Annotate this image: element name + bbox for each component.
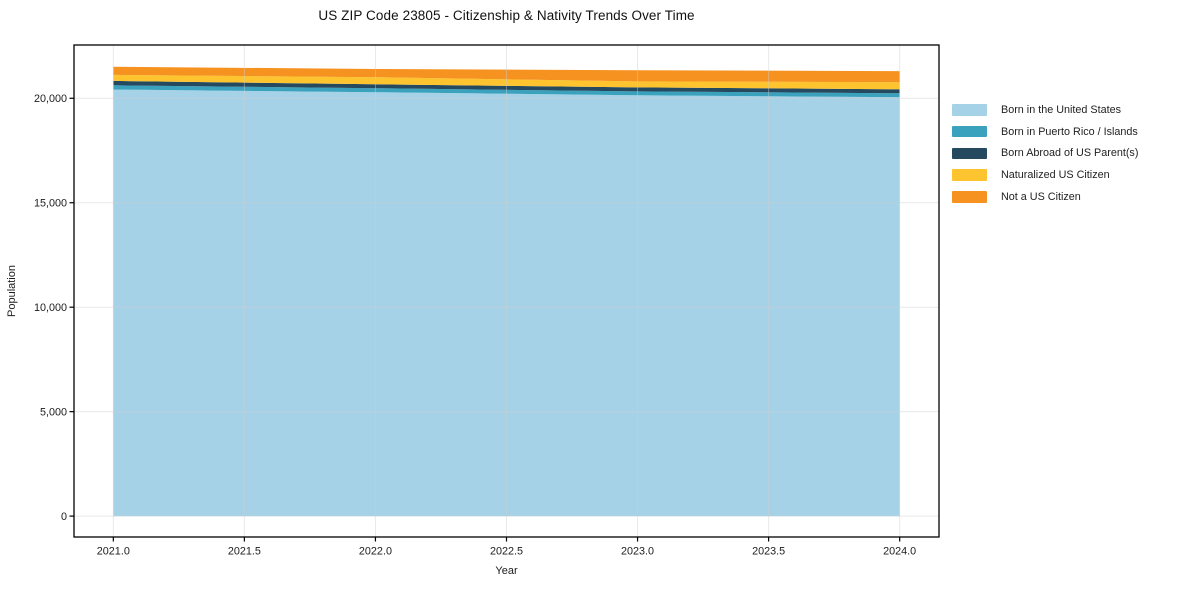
y-tick-label: 5,000 (40, 406, 67, 418)
area-not-a-us-citizen (113, 66, 900, 83)
chart-title: US ZIP Code 23805 - Citizenship & Nativi… (318, 8, 695, 23)
y-tick-label: 20,000 (34, 93, 67, 105)
legend-label: Born in Puerto Rico / Islands (1001, 125, 1138, 138)
y-tick-label: 10,000 (34, 302, 67, 314)
legend-label: Born in the United States (1001, 104, 1122, 116)
legend-item: Born in Puerto Rico / Islands (952, 126, 1138, 138)
area-born-in-the-united-states (113, 89, 900, 517)
x-tick-label: 2022.0 (359, 546, 392, 558)
legend-item: Born Abroad of US Parent(s) (952, 147, 1138, 159)
x-tick-label: 2021.0 (97, 546, 130, 558)
legend-item: Naturalized US Citizen (952, 169, 1138, 181)
area-born-in-puerto-rico-islands (113, 85, 900, 98)
x-tick-label: 2023.0 (621, 546, 654, 558)
legend: Born in the United States Born in Puerto … (952, 104, 1138, 212)
x-axis-label: Year (495, 565, 518, 577)
y-axis-label: Population (6, 265, 18, 317)
area-born-abroad-of-us-parent-s (113, 80, 900, 94)
legend-swatch (952, 125, 987, 138)
legend-swatch (952, 147, 987, 160)
x-tick-label: 2023.5 (752, 546, 785, 558)
area-naturalized-us-citizen (113, 74, 900, 90)
legend-swatch (952, 169, 987, 181)
legend-item: Not a US Citizen (952, 191, 1138, 203)
legend-label: Not a US Citizen (1001, 190, 1081, 203)
legend-swatch (952, 191, 987, 203)
legend-label: Born Abroad of US Parent(s) (1001, 147, 1139, 160)
legend-label: Naturalized US Citizen (1001, 169, 1110, 182)
x-tick-label: 2021.5 (228, 546, 261, 558)
x-tick-label: 2024.0 (883, 546, 916, 558)
y-tick-label: 0 (61, 511, 67, 523)
legend-item: Born in the United States (952, 104, 1138, 116)
legend-swatch (952, 104, 987, 116)
x-tick-label: 2022.5 (490, 546, 523, 558)
y-tick-label: 15,000 (34, 197, 67, 209)
